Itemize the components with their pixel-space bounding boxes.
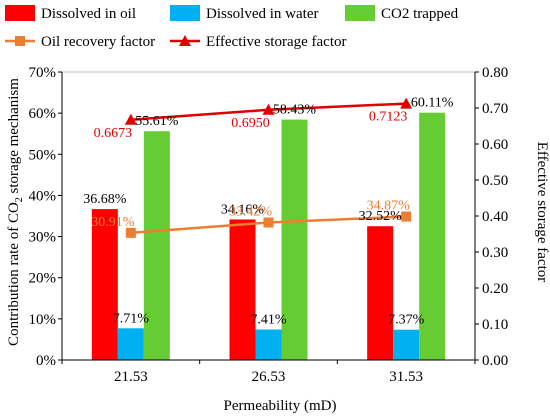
bar <box>117 328 144 360</box>
y-axis-right-title: Effective storage factor <box>534 142 550 282</box>
bar <box>367 226 394 360</box>
line-value-label: 34.87% <box>367 199 411 214</box>
line-value-label: 0.7123 <box>369 110 408 125</box>
line-value-label: 33.42% <box>229 205 273 220</box>
x-tick-label: 31.53 <box>389 369 423 385</box>
y-left-tick-label: 30% <box>29 230 57 246</box>
y-left-tick-label: 70% <box>29 65 57 81</box>
line-marker <box>400 97 413 109</box>
y-right-tick-label: 0.10 <box>482 317 508 333</box>
bar-value-label: 32.52% <box>359 209 403 224</box>
bar <box>143 131 170 360</box>
x-tick-label: 26.53 <box>252 369 286 385</box>
bar <box>229 219 256 360</box>
bar-value-label: 7.41% <box>250 313 287 328</box>
data-labels: 36.68% 34.16% 32.52% 7.71% 7.41% 7.37% 55.61% 5… <box>83 96 454 328</box>
legend-swatch <box>170 5 200 21</box>
y-right-tick-label: 0.40 <box>482 209 508 225</box>
y-right-tick-label: 0.80 <box>482 65 508 81</box>
bar <box>419 112 446 361</box>
y-right-tick-label: 0.20 <box>482 281 508 297</box>
line-marker <box>125 227 136 238</box>
legend-label: Effective storage factor <box>206 34 346 50</box>
legend-label: CO2 trapped <box>381 6 459 22</box>
line-marker <box>262 103 275 115</box>
x-axis-title: Permeability (mD) <box>224 398 337 414</box>
y-left-tick-label: 0% <box>36 353 56 369</box>
line-marker <box>124 113 137 125</box>
bar-value-label: 34.16% <box>221 202 265 217</box>
y-right-tick-label: 0.60 <box>482 137 508 153</box>
line-value-label: 0.6673 <box>94 126 133 141</box>
y-right-tick-label: 0.50 <box>482 173 508 189</box>
bar-value-label: 7.37% <box>388 313 425 328</box>
legend-item: Dissolved in oil <box>5 5 136 22</box>
y-right-tick-label: 0.70 <box>482 101 508 117</box>
y-left-tick-label: 50% <box>29 147 57 163</box>
legend-label: Dissolved in water <box>206 6 318 22</box>
legend-item: Effective storage factor <box>170 34 346 50</box>
y-right-tick-label: 0.30 <box>482 245 508 261</box>
line-value-label: 0.6950 <box>231 116 270 131</box>
bar <box>393 329 420 360</box>
bar-value-label: 7.71% <box>113 311 150 326</box>
line-marker <box>263 217 274 228</box>
legend-item: Dissolved in water <box>170 5 318 22</box>
bar-value-label: 58.43% <box>273 103 317 118</box>
bar-value-label: 36.68% <box>83 192 127 207</box>
line-value-label: 30.91% <box>91 215 135 230</box>
line-marker <box>401 211 412 222</box>
bar <box>255 329 282 360</box>
legend-swatch <box>5 5 35 21</box>
legend-item: Oil recovery factor <box>5 34 155 50</box>
x-tick-label: 21.53 <box>114 369 148 385</box>
legend: Dissolved in oil Dissolved in water CO2 tr… <box>5 5 459 50</box>
bar-value-label: 60.11% <box>411 96 454 111</box>
legend-item: CO2 trapped <box>345 5 459 22</box>
bars <box>91 112 446 361</box>
y-left-tick-label: 40% <box>29 188 57 204</box>
legend-marker <box>179 35 191 46</box>
lines <box>124 97 413 238</box>
axes: 0% 10% 20% 30% 40% 50% 60% 70% 0.00 0.10 0.20 0.30 0… <box>29 65 509 385</box>
y-left-tick-label: 60% <box>29 106 57 122</box>
y-right-tick-label: 0.00 <box>482 353 508 369</box>
legend-swatch <box>345 5 375 21</box>
legend-label: Dissolved in oil <box>41 6 136 22</box>
bar-value-label: 55.61% <box>135 114 179 129</box>
y-left-tick-label: 20% <box>29 271 57 287</box>
legend-marker <box>15 36 25 46</box>
legend-label: Oil recovery factor <box>41 34 155 50</box>
y-left-tick-label: 10% <box>29 312 57 328</box>
bar <box>281 119 308 360</box>
y-axis-left-title: Contribution rate of CO2 storage mechani… <box>6 78 25 346</box>
bar <box>91 209 118 360</box>
